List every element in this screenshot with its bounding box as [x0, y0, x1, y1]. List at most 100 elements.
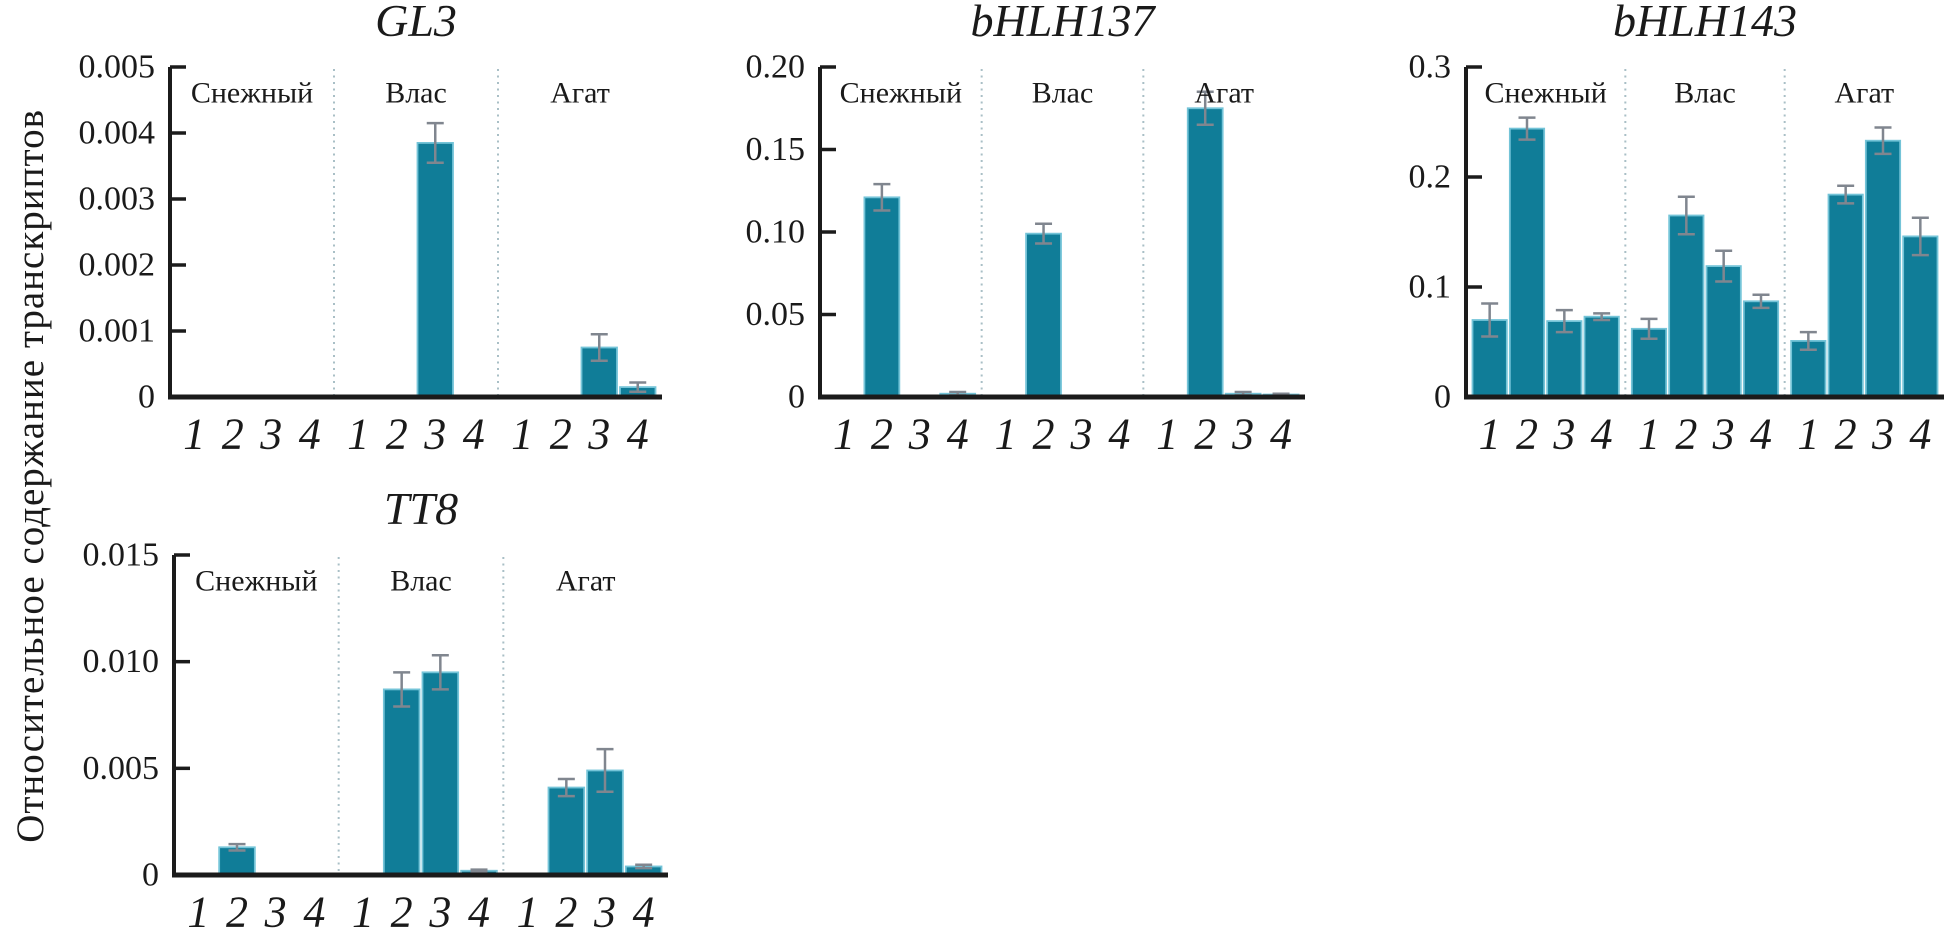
- y-tick-label: 0.20: [746, 49, 806, 86]
- x-tick-label: 2: [555, 888, 577, 937]
- group-label: Снежный: [840, 77, 962, 110]
- bar: [547, 786, 586, 877]
- group-label: Агат: [1835, 77, 1895, 110]
- bar: [382, 688, 421, 877]
- bar: [1546, 320, 1583, 399]
- x-tick-label: 1: [187, 888, 209, 937]
- bar: [1902, 235, 1939, 399]
- x-tick-label: 3: [1871, 410, 1894, 459]
- chart-title: bHLH143: [1613, 0, 1797, 46]
- bar: [421, 671, 460, 877]
- y-tick-label: 0: [1434, 379, 1451, 416]
- bar: [1186, 107, 1224, 399]
- group-label: Снежный: [191, 77, 313, 110]
- x-tick-label: 2: [222, 410, 244, 459]
- x-tick-label: 3: [1069, 410, 1092, 459]
- y-tick-label: 0.15: [746, 131, 806, 168]
- x-tick-label: 1: [1797, 410, 1819, 459]
- y-tick-label: 0: [142, 857, 159, 894]
- x-tick-label: 4: [1270, 410, 1292, 459]
- x-tick-label: 2: [1675, 410, 1697, 459]
- bar: [1630, 327, 1668, 399]
- x-tick-label: 2: [1516, 410, 1538, 459]
- x-tick-label: 4: [1750, 410, 1772, 459]
- chart-title: TT8: [384, 483, 458, 534]
- y-tick-label: 0: [138, 379, 155, 416]
- x-tick-label: 4: [463, 410, 485, 459]
- x-tick-label: 4: [468, 888, 490, 937]
- x-tick-label: 1: [995, 410, 1017, 459]
- bar: [863, 196, 901, 399]
- x-tick-label: 1: [1156, 410, 1178, 459]
- x-tick-label: 4: [299, 410, 321, 459]
- group-label: Агат: [1194, 77, 1254, 110]
- x-tick-label: 3: [428, 888, 451, 937]
- x-tick-label: 2: [1033, 410, 1055, 459]
- x-tick-label: 1: [1638, 410, 1660, 459]
- x-tick-label: 1: [352, 888, 374, 937]
- bar: [416, 141, 454, 399]
- x-tick-label: 3: [587, 410, 610, 459]
- x-tick-label: 2: [1835, 410, 1857, 459]
- x-tick-label: 3: [1712, 410, 1735, 459]
- group-label: Агат: [550, 77, 610, 110]
- x-tick-label: 4: [633, 888, 655, 937]
- bar: [1508, 127, 1546, 399]
- y-tick-label: 0.015: [83, 537, 160, 574]
- x-tick-label: 1: [833, 410, 855, 459]
- x-tick-label: 2: [386, 410, 408, 459]
- group-label: Снежный: [1484, 77, 1606, 110]
- bar: [1583, 315, 1620, 399]
- y-tick-label: 0.3: [1409, 49, 1452, 86]
- bar: [1827, 193, 1864, 399]
- y-tick-label: 0: [788, 379, 805, 416]
- y-tick-label: 0.003: [79, 181, 156, 218]
- y-tick-label: 0.001: [79, 313, 156, 350]
- x-tick-label: 3: [1231, 410, 1254, 459]
- x-tick-label: 4: [303, 888, 325, 937]
- x-tick-label: 3: [593, 888, 616, 937]
- x-tick-label: 4: [947, 410, 969, 459]
- x-tick-label: 3: [259, 410, 282, 459]
- y-tick-label: 0.005: [79, 49, 156, 86]
- y-tick-label: 0.1: [1409, 269, 1452, 306]
- y-tick-label: 0.2: [1409, 159, 1452, 196]
- x-tick-label: 2: [1194, 410, 1216, 459]
- bar: [1025, 232, 1062, 399]
- x-tick-label: 4: [627, 410, 649, 459]
- x-tick-label: 2: [391, 888, 413, 937]
- group-label: Влас: [385, 77, 447, 110]
- x-tick-label: 3: [423, 410, 446, 459]
- chart-title: GL3: [375, 0, 457, 46]
- x-tick-label: 4: [1909, 410, 1931, 459]
- group-label: Снежный: [195, 565, 317, 598]
- x-tick-label: 1: [511, 410, 533, 459]
- x-tick-label: 4: [1591, 410, 1613, 459]
- x-tick-label: 1: [1479, 410, 1501, 459]
- x-tick-label: 3: [1552, 410, 1575, 459]
- y-tick-label: 0.002: [79, 247, 156, 284]
- y-tick-label: 0.10: [746, 214, 806, 251]
- bar: [1864, 139, 1902, 399]
- bar: [1705, 265, 1742, 399]
- chart-title: bHLH137: [970, 0, 1156, 46]
- x-tick-label: 1: [183, 410, 205, 459]
- bar: [1668, 214, 1705, 399]
- y-tick-label: 0.05: [746, 296, 806, 333]
- y-tick-label: 0.010: [83, 643, 160, 680]
- y-tick-label: 0.004: [79, 115, 156, 152]
- bar: [218, 846, 256, 877]
- x-tick-label: 4: [1108, 410, 1130, 459]
- bar: [1742, 300, 1780, 399]
- group-label: Агат: [556, 565, 616, 598]
- group-label: Влас: [1032, 77, 1094, 110]
- x-tick-label: 3: [908, 410, 931, 459]
- group-label: Влас: [1674, 77, 1736, 110]
- group-label: Влас: [390, 565, 452, 598]
